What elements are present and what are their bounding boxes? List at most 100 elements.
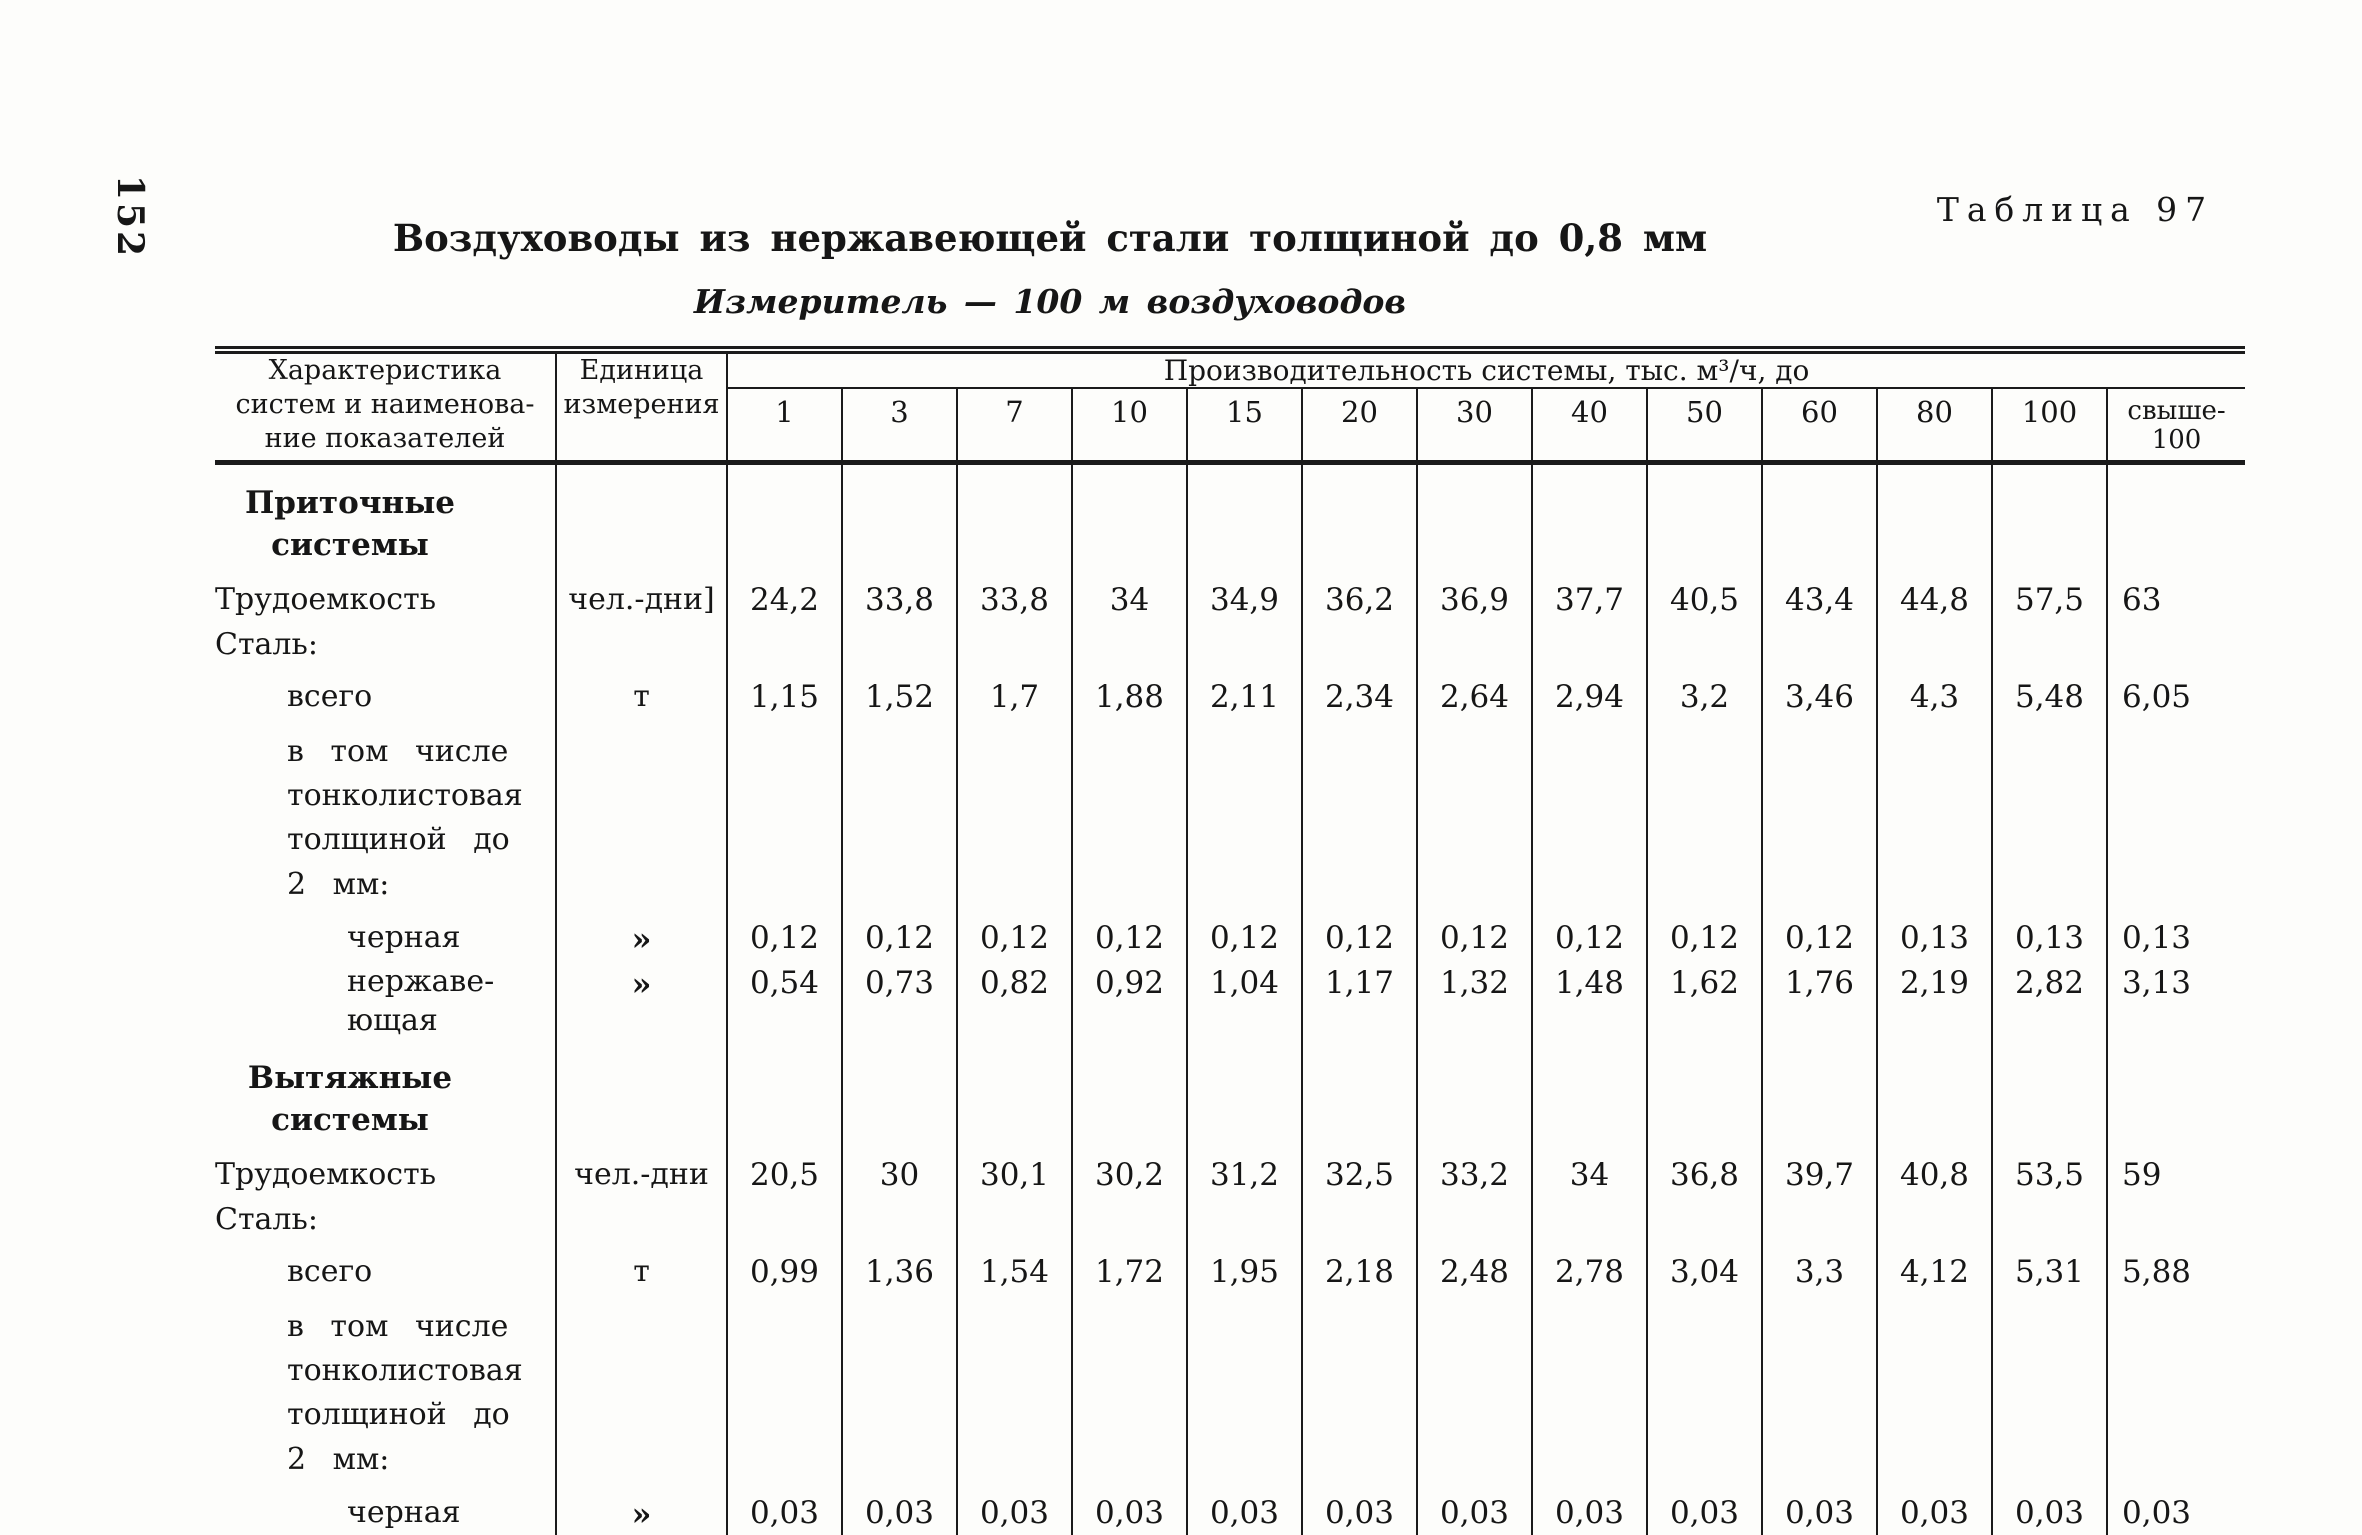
ditto-mark: » <box>631 1495 652 1534</box>
cell-value: 33,8 <box>957 566 1073 623</box>
doc-title: Воздуховоды из нержавеющей стали толщино… <box>392 216 1708 260</box>
cell-value: 1,88 <box>1072 666 1188 724</box>
cell-value: 0,12 <box>1417 907 1533 963</box>
cell-value: 0,13 <box>1877 907 1993 963</box>
row-unit: чел.-дни] <box>556 566 728 623</box>
cell-value: 0,03 <box>727 1482 843 1535</box>
cell-value: 0,03 <box>1647 1482 1763 1535</box>
cell-value <box>2107 1197 2245 1241</box>
cell-value <box>1072 723 1188 908</box>
cell-value: 24,2 <box>727 566 843 623</box>
cell-value: 2,78 <box>1532 1241 1648 1299</box>
cell-value: 4,12 <box>1877 1241 1993 1299</box>
cell-value <box>727 1197 843 1242</box>
cell-value <box>1762 622 1878 667</box>
cell-value: 37,7 <box>1532 566 1648 623</box>
cell-value: 40,5 <box>1647 566 1763 623</box>
cell-value: 0,03 <box>1187 1482 1303 1535</box>
row-label: всего <box>215 666 557 724</box>
cell-value: 0,03 <box>1302 1482 1418 1535</box>
cell-value: 1,32 <box>1417 962 1533 1041</box>
cell-value: 36,8 <box>1647 1141 1763 1198</box>
cell-value <box>1532 1197 1648 1242</box>
cell-value <box>2107 463 2245 567</box>
row-label: черная <box>215 1482 557 1535</box>
cell-value <box>1417 1298 1533 1483</box>
cell-value <box>1762 1040 1878 1142</box>
cell-value: 0,03 <box>1072 1482 1188 1535</box>
row-label: нержаве- ющая <box>215 962 557 1041</box>
cell-value <box>2107 724 2245 908</box>
header-characteristics: Характеристика систем и наименова- ние п… <box>215 350 557 463</box>
cell-value: 1,15 <box>727 666 843 724</box>
cell-value: 44,8 <box>1877 566 1993 623</box>
row-unit: т <box>556 666 728 724</box>
cell-value: 3,3 <box>1762 1241 1878 1299</box>
cell-value: 0,54 <box>727 962 843 1041</box>
cell-value: 2,82 <box>1992 962 2108 1041</box>
cell-value: 3,2 <box>1647 666 1763 724</box>
capacity-col-header: 10 <box>1072 388 1188 463</box>
cell-value: 1,36 <box>842 1241 958 1299</box>
cell-value <box>1302 1197 1418 1242</box>
row-label: всего <box>215 1241 557 1299</box>
cell-value: 2,64 <box>1417 666 1533 724</box>
cell-value <box>1187 1040 1303 1142</box>
cell-value <box>1532 723 1648 908</box>
table-row: Сталь: <box>215 622 2245 667</box>
row-label: Трудоемкость <box>215 566 557 623</box>
cell-value <box>1532 1040 1648 1142</box>
cell-value <box>727 622 843 667</box>
cell-value: 0,92 <box>1072 962 1188 1041</box>
cell-value: 36,9 <box>1417 566 1533 623</box>
cell-value: 33,2 <box>1417 1141 1533 1198</box>
row-unit: » <box>556 907 728 963</box>
row-unit <box>556 622 728 667</box>
table-row: Сталь: <box>215 1197 2245 1242</box>
cell-value: 53,5 <box>1992 1141 2108 1198</box>
cell-value <box>1302 1298 1418 1483</box>
cell-value: 0,12 <box>842 907 958 963</box>
table-row: всего т 1,15 1,52 1,7 1,88 2,11 2,34 2,64 2,94 3,2… <box>215 666 2245 724</box>
cell-value <box>1762 462 1878 567</box>
capacity-col-header: 80 <box>1877 388 1993 463</box>
cell-value <box>842 462 958 567</box>
header-capacity-span: Производительность системы, тыс. м³/ч, д… <box>727 350 2246 389</box>
cell-value: 0,12 <box>1072 907 1188 963</box>
cell-value <box>1072 1040 1188 1142</box>
cell-value <box>727 1298 843 1483</box>
cell-value <box>1417 723 1533 908</box>
cell-value <box>1992 622 2108 667</box>
cell-value: 40,8 <box>1877 1141 1993 1198</box>
cell-value: 1,7 <box>957 666 1073 724</box>
cell-value: 34,9 <box>1187 566 1303 623</box>
cell-value: 6,05 <box>2122 679 2192 716</box>
cell-value: 1,17 <box>1302 962 1418 1041</box>
cell-value <box>1647 1040 1763 1142</box>
cell-value: 2,94 <box>1532 666 1648 724</box>
cell-value: 1,48 <box>1532 962 1648 1041</box>
cell-value <box>2107 1299 2245 1483</box>
cell-value <box>2107 1040 2245 1142</box>
cell-value: 2,11 <box>1187 666 1303 724</box>
cell-value <box>1302 622 1418 667</box>
cell-value: 1,52 <box>842 666 958 724</box>
cell-value <box>1187 462 1303 567</box>
cell-value <box>842 1298 958 1483</box>
cell-value <box>957 1040 1073 1142</box>
cell-value: 0,12 <box>1762 907 1878 963</box>
cell-value <box>1647 622 1763 667</box>
cell-value <box>1877 1040 1993 1142</box>
cell-value: 5,31 <box>1992 1241 2108 1299</box>
cell-value <box>1877 723 1993 908</box>
cell-value: 20,5 <box>727 1141 843 1198</box>
cell-value: 34 <box>1072 566 1188 623</box>
cell-value: 3,04 <box>1647 1241 1763 1299</box>
cell-value <box>727 462 843 567</box>
row-unit <box>556 462 728 567</box>
cell-value: 30,2 <box>1072 1141 1188 1198</box>
cell-value <box>1072 1298 1188 1483</box>
cell-value: 43,4 <box>1762 566 1878 623</box>
cell-value: 1,62 <box>1647 962 1763 1041</box>
